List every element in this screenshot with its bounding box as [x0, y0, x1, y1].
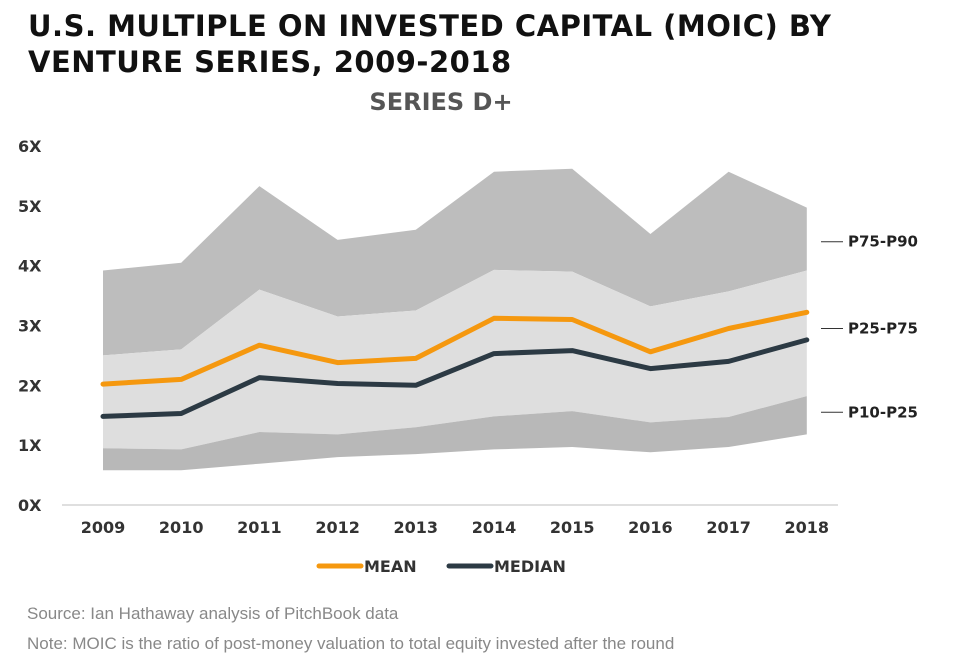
legend-label-mean: MEAN	[364, 557, 417, 576]
y-tick-label: 0X	[18, 496, 42, 515]
x-axis-ticks: 2009 2010 2011 2012 2013 2014 2015 2016 2017 2018	[81, 518, 829, 537]
x-tick-label: 2015	[550, 518, 595, 537]
series-line-median	[100, 337, 810, 419]
y-tick-label: 5X	[18, 197, 42, 216]
legend: MEAN MEDIAN	[316, 557, 566, 576]
series-lines	[100, 309, 810, 419]
band-labels: P75-P90 P25-P75 P10-P25	[821, 233, 918, 421]
x-tick-label: 2018	[785, 518, 830, 537]
x-tick-label: 2013	[394, 518, 439, 537]
x-tick-label: 2016	[628, 518, 673, 537]
x-tick-label: 2017	[706, 518, 751, 537]
band-p10-p25	[103, 396, 807, 471]
chart-title-line-1: U.S. MULTIPLE ON INVESTED CAPITAL (MOIC)…	[28, 9, 832, 43]
band-p75-p90	[103, 168, 807, 356]
series-line-mean	[100, 309, 810, 387]
moic-definition-note: Note: MOIC is the ratio of post-money va…	[27, 634, 675, 653]
x-tick-label: 2009	[81, 518, 126, 537]
y-tick-label: 2X	[18, 376, 42, 395]
x-tick-label: 2012	[315, 518, 360, 537]
legend-label-median: MEDIAN	[494, 557, 566, 576]
chart-title: U.S. MULTIPLE ON INVESTED CAPITAL (MOIC)…	[28, 8, 928, 80]
x-tick-label: 2010	[159, 518, 204, 537]
chart-subtitle: SERIES D+	[369, 88, 513, 116]
band-p25-p75	[103, 269, 807, 450]
chart-title-line-2: VENTURE SERIES, 2009-2018	[28, 45, 512, 79]
percentile-bands	[103, 168, 807, 471]
y-tick-label: 4X	[18, 257, 42, 276]
source-note: Source: Ian Hathaway analysis of PitchBo…	[27, 604, 399, 623]
x-tick-label: 2011	[237, 518, 282, 537]
y-axis-ticks: 0X 1X 2X 3X 4X 5X 6X	[18, 137, 42, 515]
x-tick-label: 2014	[472, 518, 517, 537]
band-label-p25-p75: P25-P75	[848, 319, 918, 337]
y-tick-label: 3X	[18, 317, 42, 336]
y-tick-label: 1X	[18, 436, 42, 455]
y-tick-label: 6X	[18, 137, 42, 156]
band-label-p75-p90: P75-P90	[848, 233, 918, 251]
band-label-p10-p25: P10-P25	[848, 403, 918, 421]
